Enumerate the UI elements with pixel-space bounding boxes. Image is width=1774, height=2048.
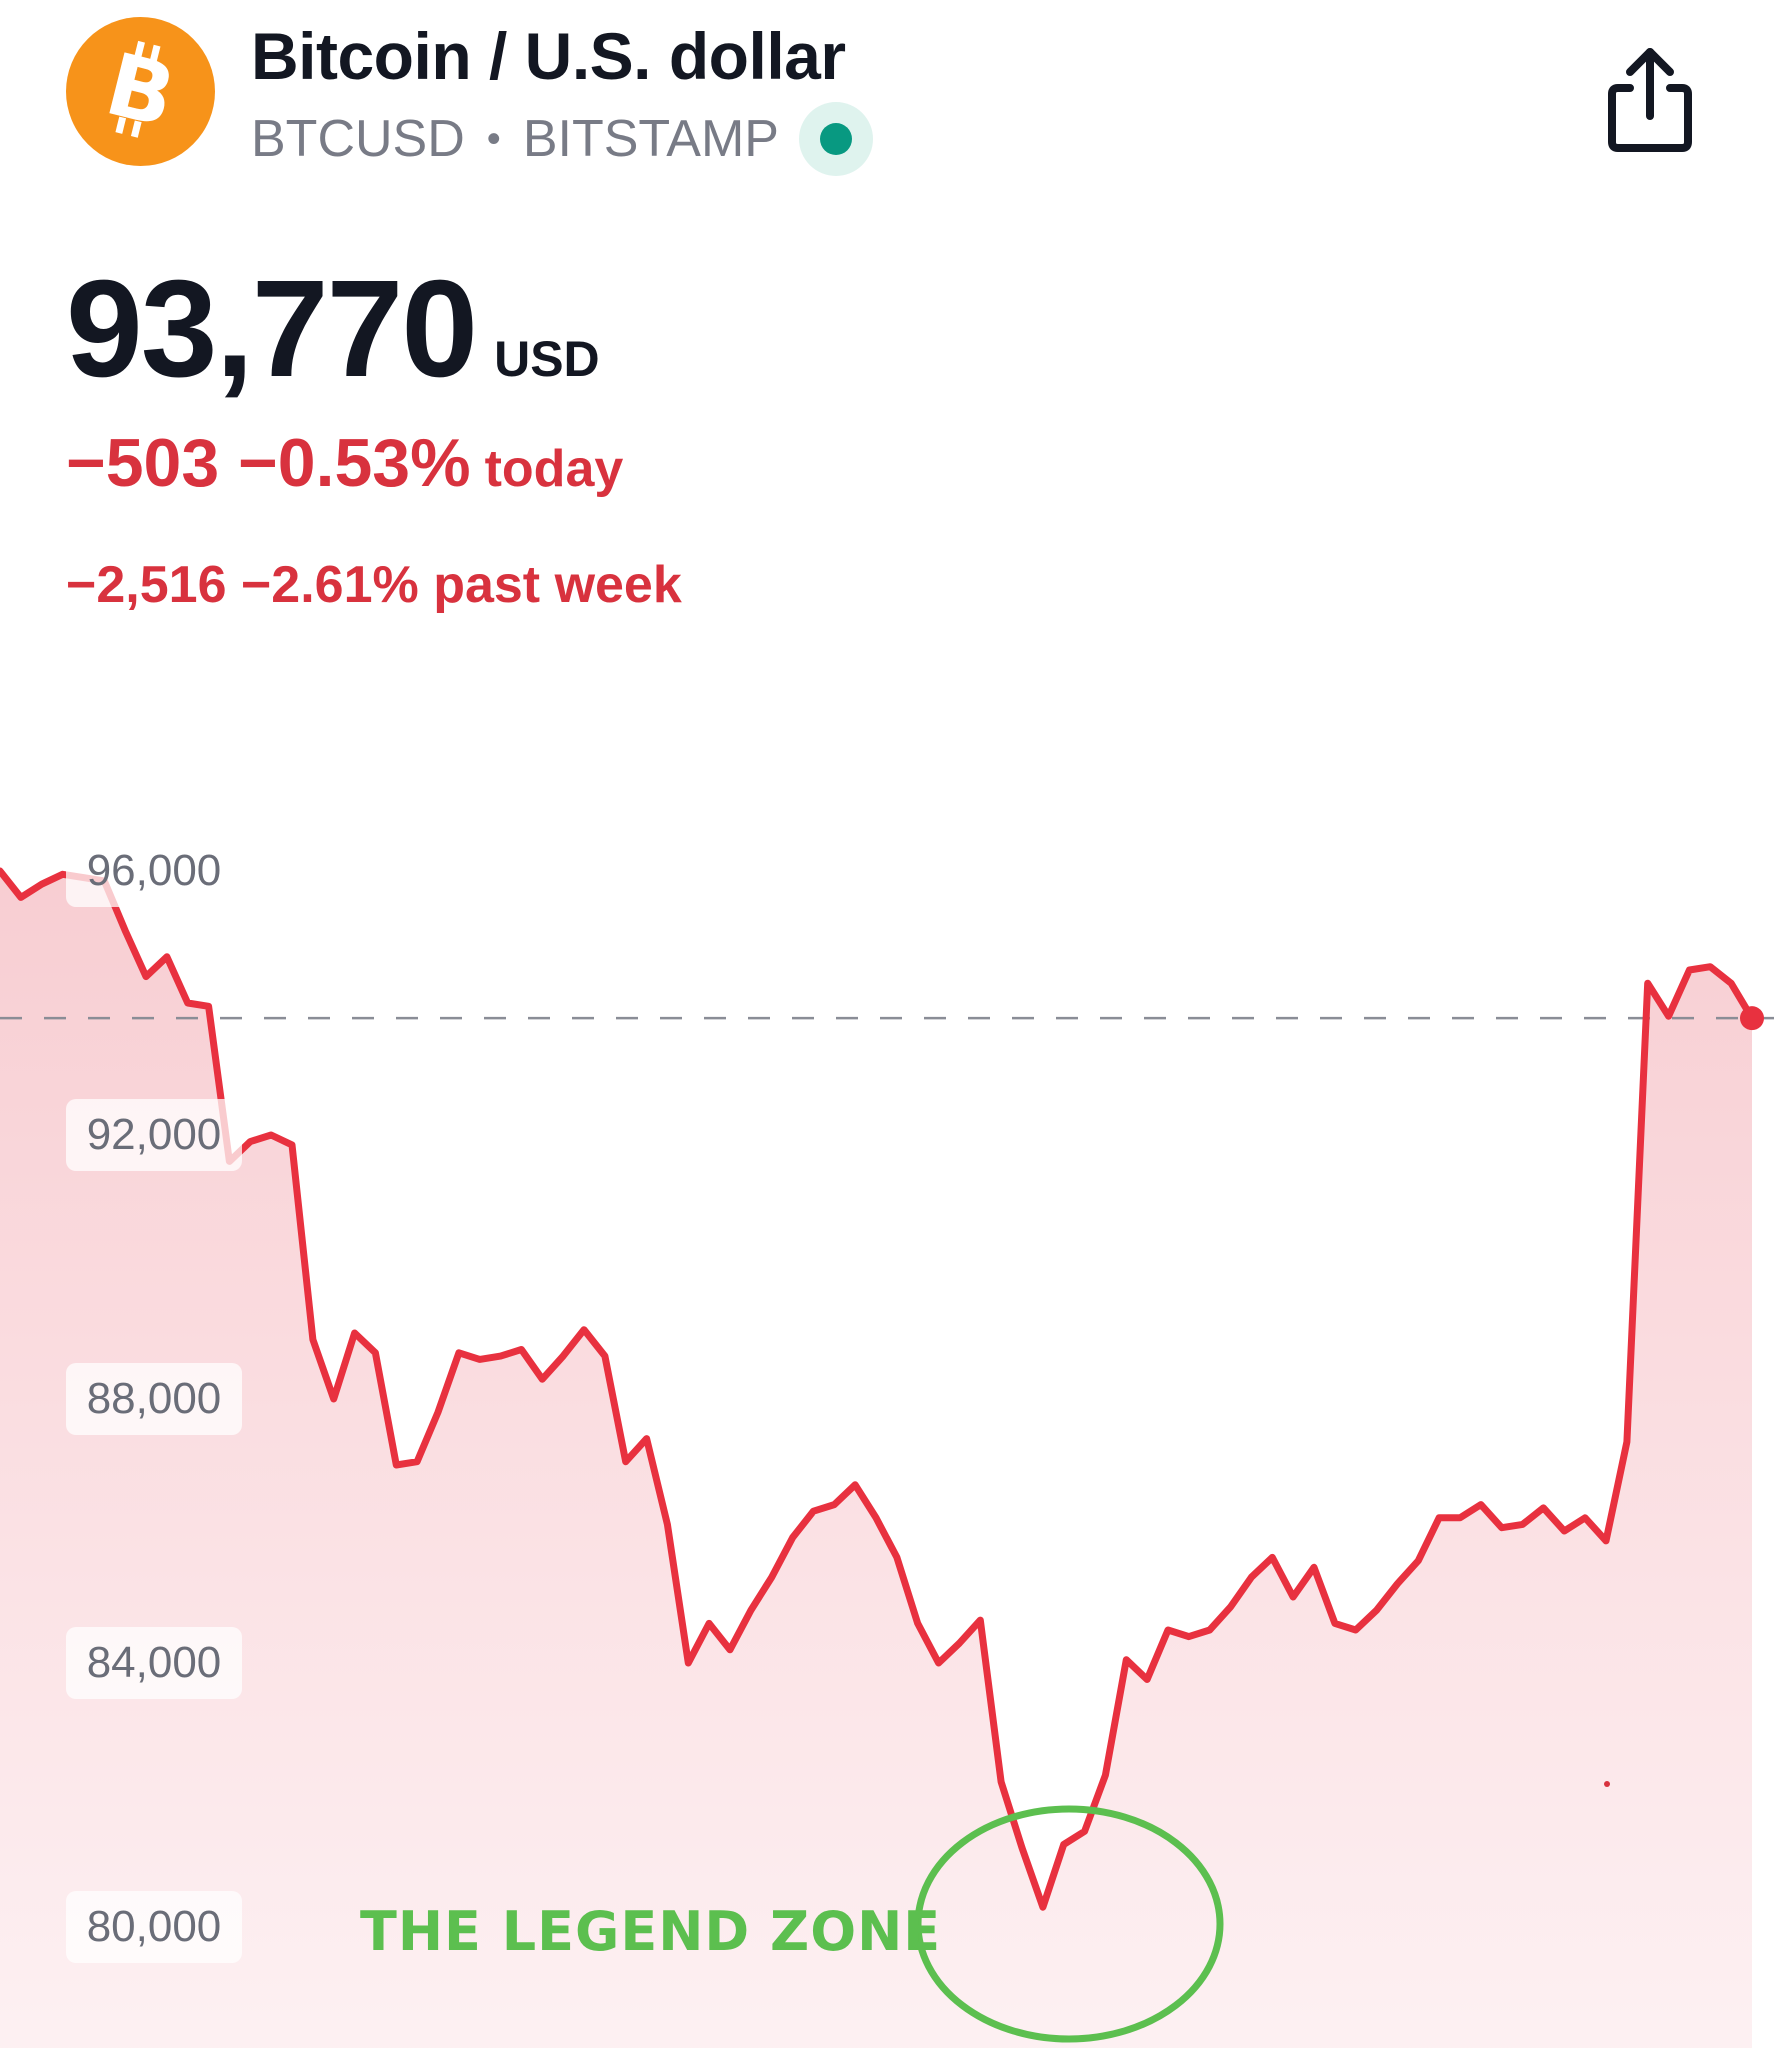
exchange-name: BITSTAMP (522, 110, 779, 168)
change-today-label: today (484, 440, 624, 498)
symbol-title: Bitcoin / U.S. dollar (251, 19, 846, 93)
y-tick-label: 88,000 (66, 1363, 242, 1435)
share-button[interactable] (1600, 44, 1700, 154)
change-today-value: −503 −0.53% (66, 425, 471, 501)
price-series-line (0, 867, 1756, 1911)
live-dot (819, 123, 852, 155)
y-tick-label: 92,000 (66, 1099, 242, 1171)
price-block: 93,770 USD (66, 250, 600, 409)
symbol-subtitle: BTCUSD • BITSTAMP (251, 102, 873, 176)
stray-dot (1604, 1781, 1610, 1787)
market-open-dot-icon (798, 102, 873, 176)
change-past-week: −2,516 −2.61% past week (66, 556, 682, 614)
y-tick-label: 96,000 (66, 835, 242, 907)
last-price: 93,770 (66, 252, 478, 406)
y-tick-label: 84,000 (66, 1627, 242, 1699)
price-area-fill (0, 871, 1752, 2048)
price-currency: USD (494, 331, 600, 387)
bitcoin-icon: B (66, 17, 215, 166)
symbol-header: B Bitcoin / U.S. dollar BTCUSD • BITSTAM… (0, 0, 1774, 200)
ticker-symbol: BTCUSD (251, 110, 465, 168)
legend-zone-circle (914, 1805, 1224, 2043)
last-price-point (1740, 1006, 1764, 1031)
annotation-label: THE LEGEND ZONE (360, 1900, 942, 1963)
separator-dot: • (486, 116, 501, 161)
y-tick-label: 80,000 (66, 1891, 242, 1963)
share-icon (1608, 48, 1692, 152)
change-today: −503 −0.53% today (66, 424, 623, 502)
